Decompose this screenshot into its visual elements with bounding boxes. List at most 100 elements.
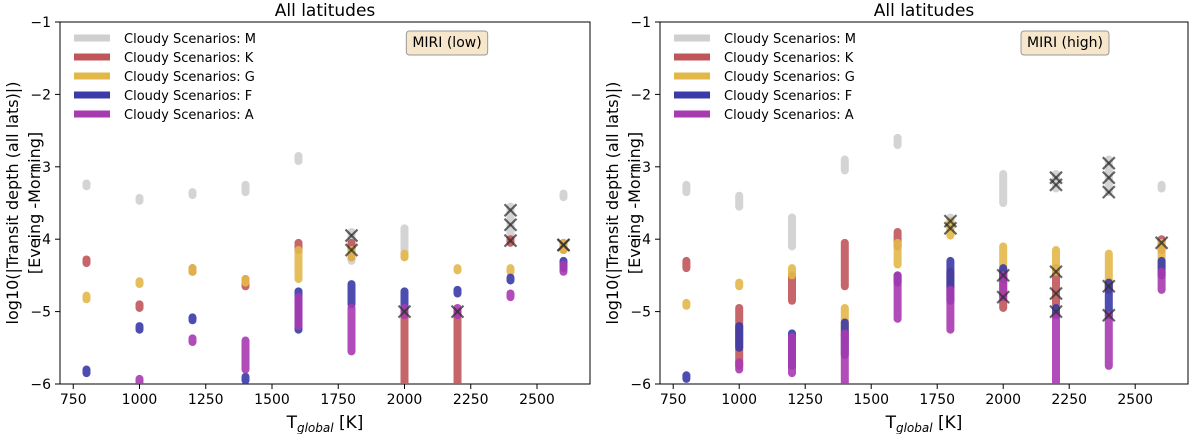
cross-stroke (1049, 286, 1063, 301)
x-axis-label-sub: global (297, 421, 334, 434)
cross-marker-K (450, 304, 465, 319)
cross-stroke (996, 268, 1010, 283)
data-marks (82, 151, 571, 384)
x-tick-label: 2500 (519, 392, 555, 408)
legend-entry: Cloudy Scenarios: A (724, 108, 854, 123)
cross-stroke (503, 203, 518, 218)
cross-stroke (1102, 279, 1116, 294)
legend-entry: Cloudy Scenarios: G (124, 70, 255, 85)
x-tick-label: 1250 (787, 392, 823, 408)
x-tick-label: 2500 (1117, 392, 1153, 408)
annotation-box (405, 30, 489, 56)
cross-marker-K (503, 233, 518, 248)
x-tick-label: 2250 (1051, 392, 1087, 408)
panel-right: All latitudes 750 1000 1250 1500 1750 2000 2250… (603, 1, 1189, 434)
y-tick-label: −4 (630, 232, 651, 248)
x-axis-label: Tglobal [K] (885, 413, 963, 434)
y-axis-label-line1: log10(|Transit depth (all lats)|) (603, 82, 622, 325)
legend-entry: Cloudy Scenarios: G (724, 70, 855, 85)
x-tick-label: 1000 (721, 392, 757, 408)
cross-stroke (1049, 304, 1063, 319)
x-axis-label-main: T (286, 413, 298, 433)
x-tick-label: 750 (660, 392, 687, 408)
cross-stroke (503, 217, 518, 232)
x-axis-label-main: T (885, 413, 897, 433)
y-tick-label: −2 (30, 87, 51, 103)
cross-marker-F (1049, 304, 1063, 319)
cross-stroke (1102, 156, 1116, 170)
cross-marker-K (996, 268, 1010, 283)
cross-marker-M (943, 221, 958, 236)
x-tick-label: 2000 (985, 392, 1021, 408)
cross-stroke (1049, 265, 1063, 279)
x-axis-label-sub: global (896, 421, 933, 434)
annotation: MIRI (low) (405, 30, 489, 56)
cross-stroke (503, 233, 518, 248)
x-tick-label: 2000 (387, 392, 423, 408)
x-tick-label: 2250 (453, 392, 489, 408)
legend-entry: Cloudy Scenarios: A (124, 108, 254, 123)
chart-title: All latitudes (275, 1, 376, 21)
legend-entry: Cloudy Scenarios: F (724, 89, 852, 104)
cross-marker-M (503, 217, 518, 232)
chart-title: All latitudes (874, 1, 975, 21)
x-tick-label: 1500 (853, 392, 889, 408)
cross-stroke (1102, 185, 1116, 199)
x-tick-label: 1000 (122, 392, 158, 408)
cross-marker-M (1049, 178, 1063, 192)
cross-marker-K (556, 238, 571, 252)
cross-stroke (344, 228, 359, 243)
x-axis-label-unit: [K] (933, 413, 963, 433)
cross-stroke (450, 304, 465, 319)
y-axis-label-line2: [Eveing -Morning] (625, 132, 644, 274)
cross-stroke (556, 238, 571, 252)
legend-entry: Cloudy Scenarios: M (124, 32, 256, 47)
cross-marker-K (1049, 265, 1063, 279)
cross-marker-M (503, 203, 518, 218)
y-tick-label: −1 (30, 15, 51, 31)
legend-entry: Cloudy Scenarios: K (124, 51, 254, 66)
y-tick-label: −1 (630, 15, 651, 31)
data-marks (682, 133, 1169, 384)
cross-marker-M (1102, 170, 1116, 185)
x-tick-label: 750 (60, 392, 87, 408)
legend-entry: Cloudy Scenarios: F (124, 89, 252, 104)
legend-entry: Cloudy Scenarios: K (724, 51, 854, 66)
cross-marker-K (1049, 286, 1063, 301)
legend-entry: Cloudy Scenarios: M (724, 32, 856, 47)
cross-stroke (397, 304, 412, 319)
axes-frame (59, 21, 591, 385)
cross-stroke (1102, 170, 1116, 185)
y-axis-label-line2: [Eveing -Morning] (25, 132, 44, 274)
y-tick-label: −6 (630, 377, 651, 393)
y-axis-label-line1: log10(|Transit depth (all lats)|) (3, 82, 22, 325)
axes-frame (659, 21, 1189, 385)
cross-stroke (1049, 178, 1063, 192)
cross-marker-M (1102, 156, 1116, 170)
cross-marker-K (1154, 236, 1169, 250)
y-tick-label: −3 (630, 160, 651, 176)
x-axis-label-unit: [K] (334, 413, 364, 433)
x-tick-label: 1750 (919, 392, 955, 408)
cross-marker-M (344, 243, 359, 257)
x-tick-label: 1500 (254, 392, 290, 408)
annotation: MIRI (high) (1020, 30, 1110, 56)
x-tick-label: 1250 (188, 392, 224, 408)
cross-marker-K (397, 304, 412, 319)
y-tick-label: −5 (30, 305, 51, 321)
x-axis-label: Tglobal [K] (286, 413, 364, 434)
cross-stroke (344, 243, 359, 257)
cross-stroke (1102, 308, 1116, 322)
y-tick-label: −4 (30, 232, 51, 248)
cross-stroke (996, 290, 1010, 304)
cross-marker-M (1102, 185, 1116, 199)
annotation-box (1020, 30, 1110, 56)
cross-marker-M (344, 228, 359, 243)
y-tick-label: −2 (630, 87, 651, 103)
cross-stroke (943, 221, 958, 236)
cross-marker-F (1102, 308, 1116, 322)
cross-stroke (1154, 236, 1169, 250)
annotation-text: MIRI (high) (1027, 35, 1103, 51)
x-tick-label: 1750 (320, 392, 356, 408)
